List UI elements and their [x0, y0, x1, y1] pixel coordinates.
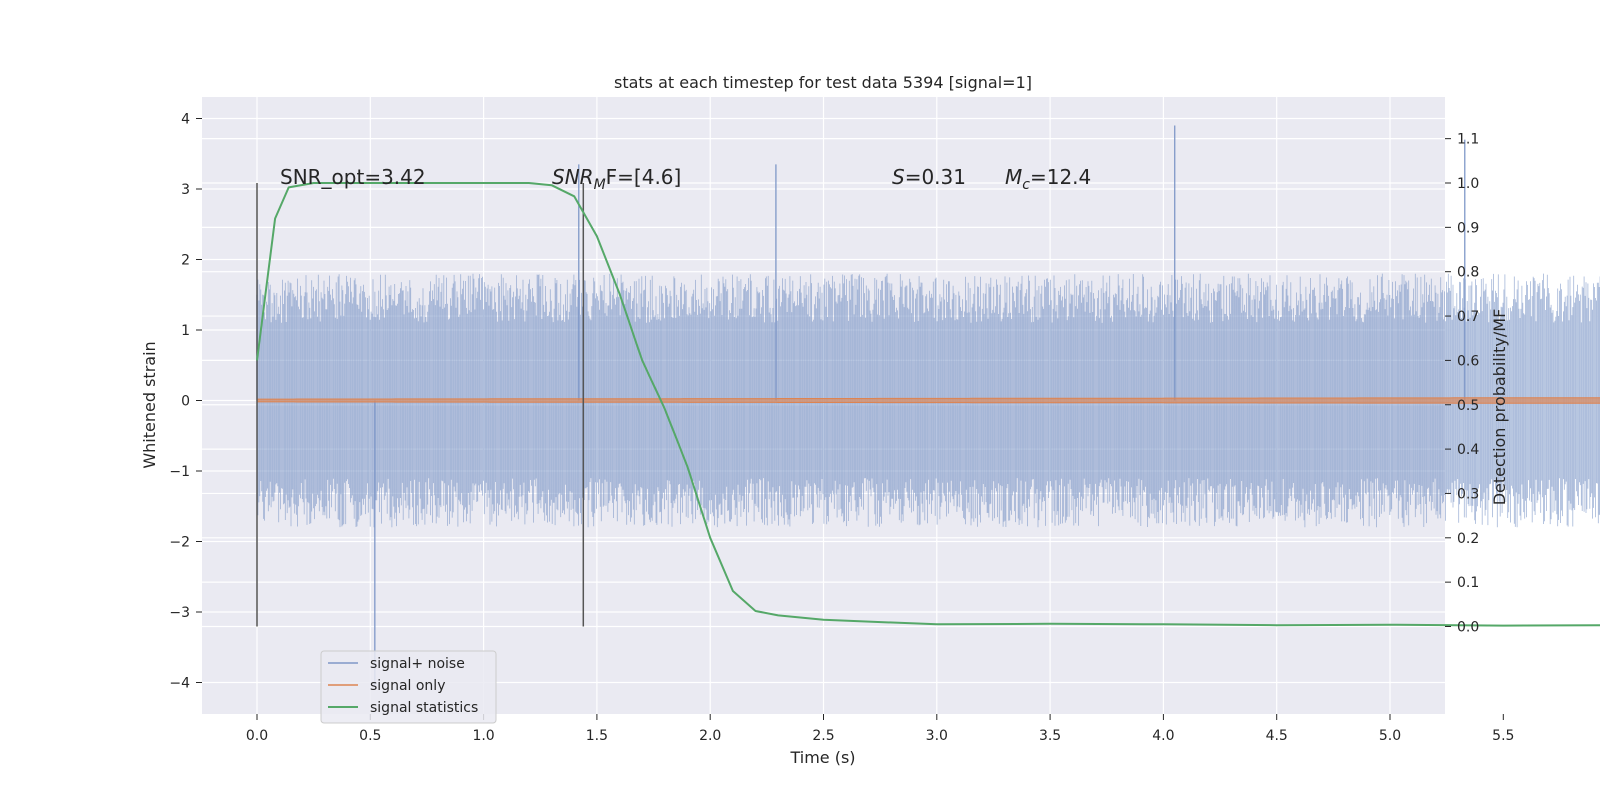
x-tick-label: 2.5 [812, 728, 834, 744]
y-axis-left-ticks: −4 −3 −2 −1 0 1 2 3 4 [169, 112, 202, 692]
x-tick-label: 0.0 [246, 728, 268, 744]
y-right-tick-label: 0.8 [1457, 265, 1479, 281]
y-right-tick-label: 0.2 [1457, 531, 1479, 547]
statistics-line [256, 182, 1600, 627]
legend: signal+ noise signal only signal statist… [320, 650, 497, 724]
x-tick-label: 5.0 [1379, 728, 1401, 744]
y-left-tick-label: −1 [169, 464, 190, 480]
y-left-tick-label: 3 [181, 182, 190, 198]
legend-label-noise: signal+ noise [370, 656, 465, 672]
y-right-tick-label: 0.4 [1457, 442, 1479, 458]
y-axis-right-label: Detection probability/MF [1490, 309, 1509, 506]
annotation-s: S=0.31 [892, 165, 966, 189]
legend-label-stats: signal statistics [370, 700, 478, 716]
y-left-tick-label: −4 [169, 676, 190, 692]
y-left-tick-label: 2 [181, 253, 190, 269]
y-right-tick-label: 0.9 [1457, 220, 1479, 236]
y-right-tick-label: 0.7 [1457, 309, 1479, 325]
legend-label-signal: signal only [370, 678, 445, 694]
x-tick-label: 4.5 [1266, 728, 1288, 744]
annotation-snr-mf: SNRMF=[4.6] [552, 165, 681, 193]
x-tick-label: 2.0 [699, 728, 721, 744]
signal-envelope [256, 397, 1600, 404]
y-right-tick-label: 0.1 [1457, 575, 1479, 591]
signal-statistics-series [256, 182, 1600, 627]
annotation-mc: Mc=12.4 [1005, 165, 1091, 193]
y-right-tick-label: 1.1 [1457, 132, 1479, 148]
x-axis-ticks: 0.00.51.01.52.02.53.03.54.04.55.05.56.06… [246, 714, 1514, 744]
y-left-tick-label: 0 [181, 394, 190, 410]
y-left-tick-label: 1 [181, 323, 190, 339]
y-right-tick-label: 0.6 [1457, 353, 1479, 369]
x-tick-label: 0.5 [359, 728, 381, 744]
x-axis-label: Time (s) [789, 748, 855, 767]
y-right-tick-label: 0.5 [1457, 398, 1479, 414]
y-right-tick-label: 0.0 [1457, 620, 1479, 636]
legend-box [320, 650, 497, 724]
y-axis-right-ticks: 0.0 0.1 0.2 0.3 0.4 0.5 0.6 0.7 0.8 0.9 1.0 1.1 [1445, 132, 1479, 636]
y-left-tick-label: −2 [169, 535, 190, 551]
x-tick-label: 3.5 [1039, 728, 1061, 744]
vertical-markers [256, 183, 585, 627]
x-tick-label: 5.5 [1492, 728, 1514, 744]
chart-title: stats at each timestep for test data 539… [614, 73, 1032, 92]
y-left-tick-label: 4 [181, 112, 190, 128]
x-tick-label: 4.0 [1152, 728, 1174, 744]
y-right-tick-label: 0.3 [1457, 486, 1479, 502]
y-axis-left-label: Whitened strain [140, 341, 159, 468]
y-left-tick-label: −3 [169, 605, 190, 621]
x-tick-label: 1.0 [472, 728, 494, 744]
x-tick-label: 1.5 [586, 728, 608, 744]
annotation-snr-opt: SNR_opt=3.42 [280, 165, 426, 189]
y-right-tick-label: 1.0 [1457, 176, 1479, 192]
x-tick-label: 3.0 [926, 728, 948, 744]
signal-only-series [256, 397, 1600, 404]
